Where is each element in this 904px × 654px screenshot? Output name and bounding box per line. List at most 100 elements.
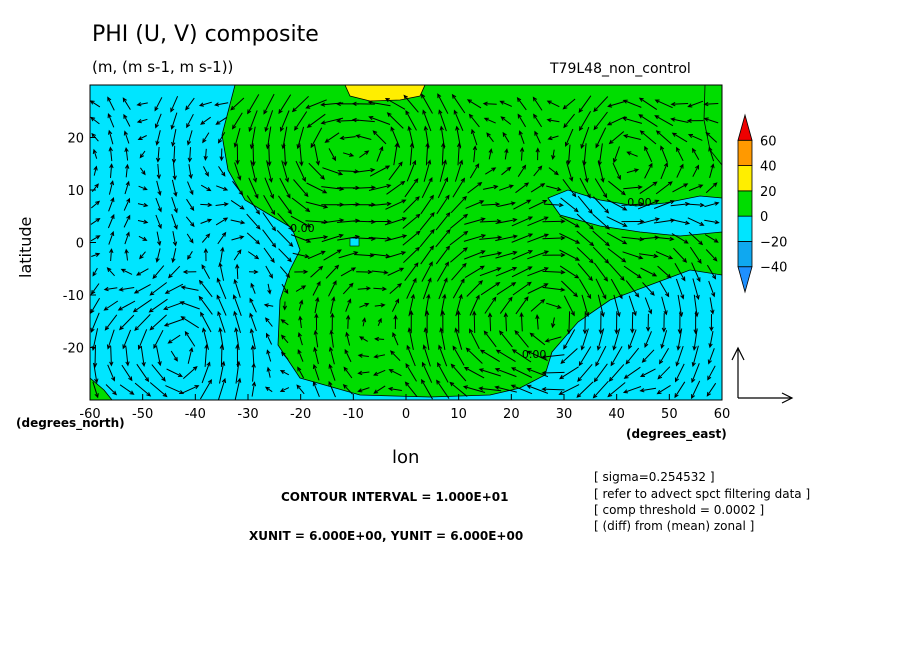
- wind-vector: [172, 231, 178, 247]
- wind-vector: [566, 311, 572, 335]
- wind-vector: [541, 370, 565, 376]
- wind-vector: [313, 329, 319, 348]
- wind-vector: [367, 100, 391, 107]
- wind-vector: [533, 165, 543, 177]
- wind-vector: [107, 364, 116, 382]
- chart-title: PHI (U, V) composite: [92, 22, 319, 47]
- wind-vector: [384, 234, 408, 242]
- wind-vector: [262, 212, 277, 232]
- wind-vector: [125, 346, 130, 367]
- wind-vector: [202, 132, 210, 144]
- wind-vector: [511, 349, 532, 363]
- wind-vector: [389, 283, 402, 294]
- wind-vector: [498, 330, 513, 348]
- wind-vector: [705, 131, 718, 143]
- wind-vector: [533, 113, 543, 128]
- wind-vector: [329, 329, 334, 348]
- wind-vector: [709, 314, 714, 332]
- wind-vector: [593, 363, 608, 383]
- wind-vector: [637, 217, 660, 225]
- wind-vector: [499, 296, 513, 314]
- wind-vector: [153, 329, 164, 350]
- wind-vector: [464, 217, 486, 225]
- wind-vector: [495, 250, 518, 259]
- wind-vector: [466, 280, 484, 297]
- wind-vector: [709, 163, 715, 179]
- wind-vector: [514, 330, 529, 348]
- wind-vector: [623, 265, 642, 279]
- wind-vector: [455, 293, 463, 317]
- wind-vector: [405, 109, 417, 131]
- wind-vector: [462, 385, 486, 393]
- wind-vector: [519, 146, 525, 161]
- wind-vector: [469, 328, 480, 350]
- wind-vector: [138, 235, 148, 241]
- wind-vector: [216, 294, 227, 316]
- wind-vector: [357, 387, 370, 393]
- wind-vector: [612, 162, 621, 181]
- wind-vector: [339, 135, 356, 141]
- wind-vector: [90, 235, 101, 242]
- wind-vector: [137, 135, 147, 140]
- wind-vector: [298, 315, 303, 329]
- wind-vector: [181, 385, 200, 394]
- wind-vector: [640, 267, 658, 277]
- wind-vector: [405, 363, 417, 382]
- wind-vector: [622, 251, 644, 260]
- wind-vector: [118, 287, 135, 292]
- wind-vector: [687, 202, 705, 208]
- wind-vector: [580, 126, 590, 149]
- wind-vector: [402, 213, 421, 229]
- wind-vector: [168, 265, 181, 279]
- wind-vector: [185, 97, 195, 111]
- wind-vector: [655, 181, 673, 195]
- wind-vector: [527, 283, 549, 294]
- wind-vector: [593, 111, 608, 131]
- wind-vector: [542, 219, 566, 224]
- wind-vector: [187, 251, 193, 260]
- wind-vector: [328, 280, 337, 297]
- wind-vector: [517, 113, 527, 128]
- wind-vector: [90, 312, 100, 333]
- wind-vector: [321, 233, 344, 243]
- wind-vector: [421, 378, 433, 400]
- x-tick-label: 60: [714, 407, 731, 422]
- wind-vector: [435, 245, 451, 265]
- wind-vector: [559, 215, 580, 228]
- wind-vector: [465, 347, 483, 364]
- wind-vector: [495, 349, 516, 363]
- wind-vector: [220, 246, 225, 263]
- wind-vector: [595, 127, 607, 149]
- vector-field: [90, 93, 720, 400]
- wind-vector: [687, 217, 705, 226]
- wind-vector: [621, 202, 645, 207]
- wind-vector: [292, 252, 310, 259]
- note-line: [ comp threshold = 0.0002 ]: [594, 503, 765, 517]
- wind-vector: [249, 297, 257, 313]
- wind-vector: [136, 363, 150, 383]
- wind-vector: [312, 381, 320, 397]
- wind-vector: [155, 214, 162, 230]
- wind-vector: [657, 265, 672, 279]
- wind-vector: [295, 285, 307, 292]
- wind-vector: [450, 195, 467, 214]
- x-tick-label: 50: [661, 407, 678, 422]
- colorbar-label: −40: [760, 261, 787, 276]
- wind-vector: [623, 185, 643, 190]
- wind-vector: [344, 348, 352, 363]
- wind-vector: [576, 381, 594, 398]
- wind-vector: [109, 248, 114, 262]
- wind-vector: [530, 183, 546, 193]
- wind-vector: [330, 312, 335, 331]
- wind-vector: [233, 249, 242, 261]
- wind-vector: [171, 214, 178, 230]
- wind-vector: [149, 282, 168, 296]
- wind-vector: [402, 230, 421, 246]
- x-tick-label: 30: [556, 407, 573, 422]
- wind-vector: [340, 267, 357, 277]
- wind-vector: [248, 110, 258, 133]
- wind-vector: [266, 366, 271, 378]
- wind-vector: [419, 228, 435, 248]
- wind-vector: [504, 148, 509, 160]
- wind-vector: [469, 294, 480, 316]
